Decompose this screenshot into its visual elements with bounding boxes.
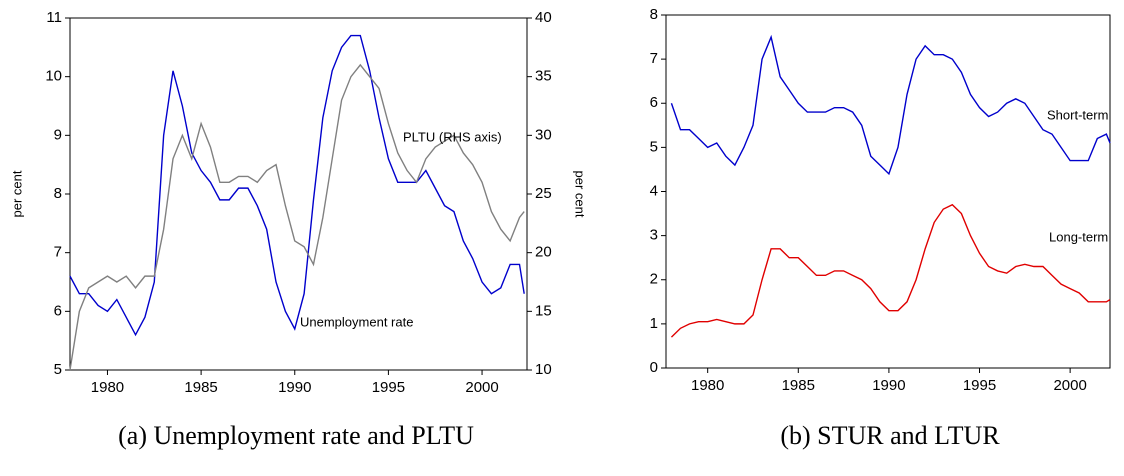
y-tick-label: 8 (54, 185, 62, 202)
series-line (670, 34, 1111, 176)
caption: (b) STUR and LTUR (780, 421, 1000, 450)
y2-tick-label: 25 (535, 185, 552, 202)
caption: (a) Unemployment rate and PLTU (118, 421, 474, 450)
y-tick-label: 7 (650, 50, 658, 67)
x-tick-label: 1990 (872, 377, 905, 394)
y-tick-label: 0 (650, 359, 658, 376)
y-tick-label: 11 (46, 9, 62, 26)
series-label: Short-term (1047, 107, 1108, 122)
series-line (69, 34, 525, 337)
x-tick-label: 1995 (372, 379, 405, 396)
y2-tick-label: 40 (535, 9, 552, 26)
y-tick-label: 1 (650, 315, 658, 332)
y-tick-label: 7 (54, 244, 62, 261)
y-tick-label: 4 (650, 182, 658, 199)
y2-axis-label: per cent (573, 171, 588, 218)
plot-frame (665, 14, 1111, 369)
y-axis-label: per cent (9, 170, 24, 217)
y2-tick-label: 15 (535, 302, 552, 319)
series-line (69, 63, 525, 371)
series-line (670, 203, 1111, 338)
x-tick-label: 2000 (465, 379, 498, 396)
y-tick-label: 5 (650, 138, 658, 155)
x-tick-label: 1980 (91, 379, 124, 396)
x-tick-label: 1990 (278, 379, 311, 396)
y-tick-label: 10 (45, 68, 62, 85)
series-label: PLTU (RHS axis) (403, 129, 502, 144)
y-tick-label: 9 (54, 126, 62, 143)
y2-tick-label: 20 (535, 244, 552, 261)
y-tick-label: 5 (54, 361, 62, 378)
series-label: Long-term (1049, 229, 1108, 244)
y-tick-label: 2 (650, 271, 658, 288)
x-tick-label: 1980 (691, 377, 724, 394)
y-tick-label: 8 (650, 6, 658, 23)
y-tick-label: 6 (650, 94, 658, 111)
y2-tick-label: 10 (535, 361, 552, 378)
x-tick-label: 1985 (782, 377, 815, 394)
y2-tick-label: 30 (535, 126, 552, 143)
series-label: Unemployment rate (300, 314, 413, 329)
y2-tick-label: 35 (535, 68, 552, 85)
y-tick-label: 3 (650, 227, 658, 244)
x-tick-label: 1985 (184, 379, 217, 396)
x-tick-label: 1995 (963, 377, 996, 394)
x-tick-label: 2000 (1053, 377, 1086, 394)
y-tick-label: 6 (54, 302, 62, 319)
